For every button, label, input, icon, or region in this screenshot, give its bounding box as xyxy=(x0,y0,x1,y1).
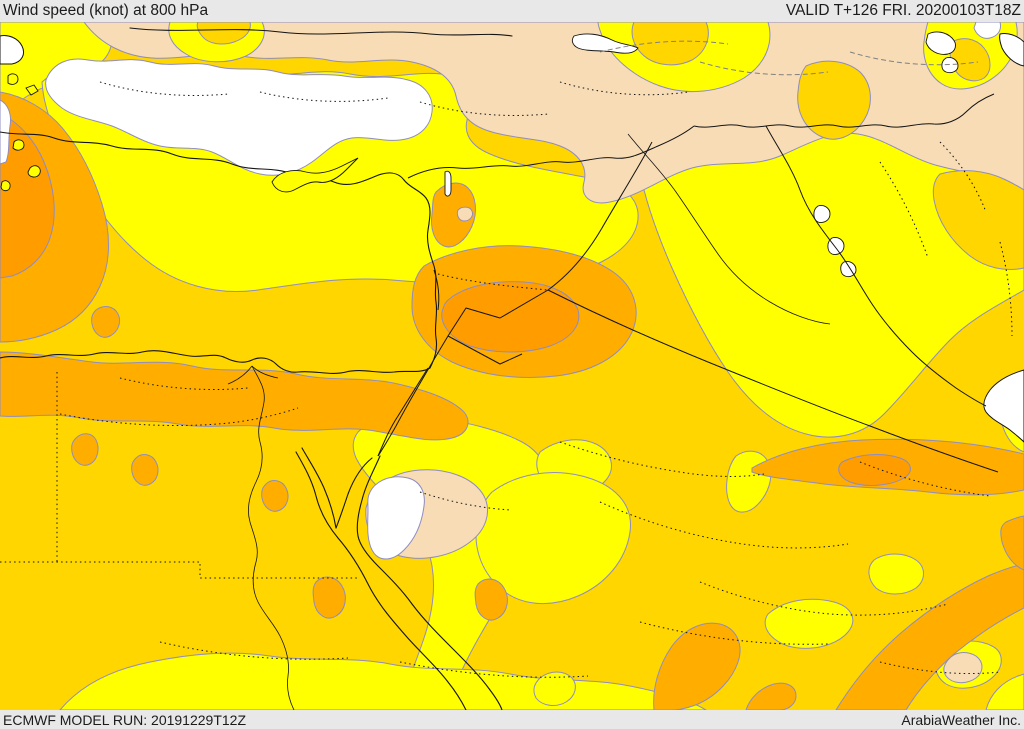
mediterranean-coastline xyxy=(0,131,438,374)
white-wind-minima xyxy=(0,22,1001,560)
lake-urmia xyxy=(925,31,956,55)
syria-iraq-border xyxy=(547,141,653,291)
page-title: Wind speed (knot) at 800 hPa xyxy=(3,2,209,19)
lake-sevan xyxy=(941,57,959,74)
aegean-island-3 xyxy=(12,139,25,151)
red-sea-east-coast xyxy=(356,455,503,710)
persian-gulf xyxy=(983,369,1024,443)
wind-speed-map xyxy=(0,22,1024,710)
syria-jordan-border xyxy=(437,273,549,291)
aegean-island-1 xyxy=(7,73,19,85)
nile-river xyxy=(248,365,295,710)
lake-tuz xyxy=(571,33,639,54)
nile-delta-branches xyxy=(227,365,279,385)
footer-bar: ECMWF MODEL RUN: 20191229T12Z ArabiaWeat… xyxy=(0,710,1024,729)
yellow-wind-regions xyxy=(0,22,1024,710)
jordan-saudi-border xyxy=(447,289,549,365)
egypt-israel-border xyxy=(377,367,429,457)
header-bar: Wind speed (knot) at 800 hPa VALID T+126… xyxy=(0,0,1024,22)
jordan-saudi-border-south xyxy=(377,335,449,457)
dead-sea xyxy=(444,170,452,197)
black-sea-coast-hint xyxy=(129,27,513,37)
country-borders xyxy=(377,93,999,473)
rhodes-island xyxy=(27,165,41,178)
cyprus-island xyxy=(271,157,359,193)
egypt-sudan-border xyxy=(0,561,360,579)
turkey-syria-border xyxy=(407,125,695,179)
lake-tharthar xyxy=(813,205,831,223)
coastlines-and-water xyxy=(0,27,1024,710)
dashed-borders xyxy=(599,40,979,76)
iraq-saudi-border xyxy=(547,289,999,473)
turkey-iraq-iran-border xyxy=(693,93,995,128)
sea-of-marmara xyxy=(0,35,25,65)
attribution-label: ArabiaWeather Inc. xyxy=(901,711,1021,728)
iraq-iran-border xyxy=(765,125,987,407)
gulf-of-suez-east-coast xyxy=(301,447,337,529)
euphrates-river xyxy=(627,133,831,325)
jordan-river-line xyxy=(433,269,440,311)
caspian-sea-corner xyxy=(999,33,1024,67)
valid-time-label: VALID T+126 FRI. 20200103T18Z xyxy=(785,2,1021,19)
sinai-east-coast xyxy=(335,457,373,529)
model-run-label: ECMWF MODEL RUN: 20191229T12Z xyxy=(3,711,246,728)
crete-island xyxy=(0,180,11,192)
red-sea-west-coast xyxy=(295,451,467,710)
aegean-island-2 xyxy=(25,84,39,96)
dotted-borders xyxy=(0,81,1013,678)
orange-wind-regions xyxy=(0,91,1024,710)
